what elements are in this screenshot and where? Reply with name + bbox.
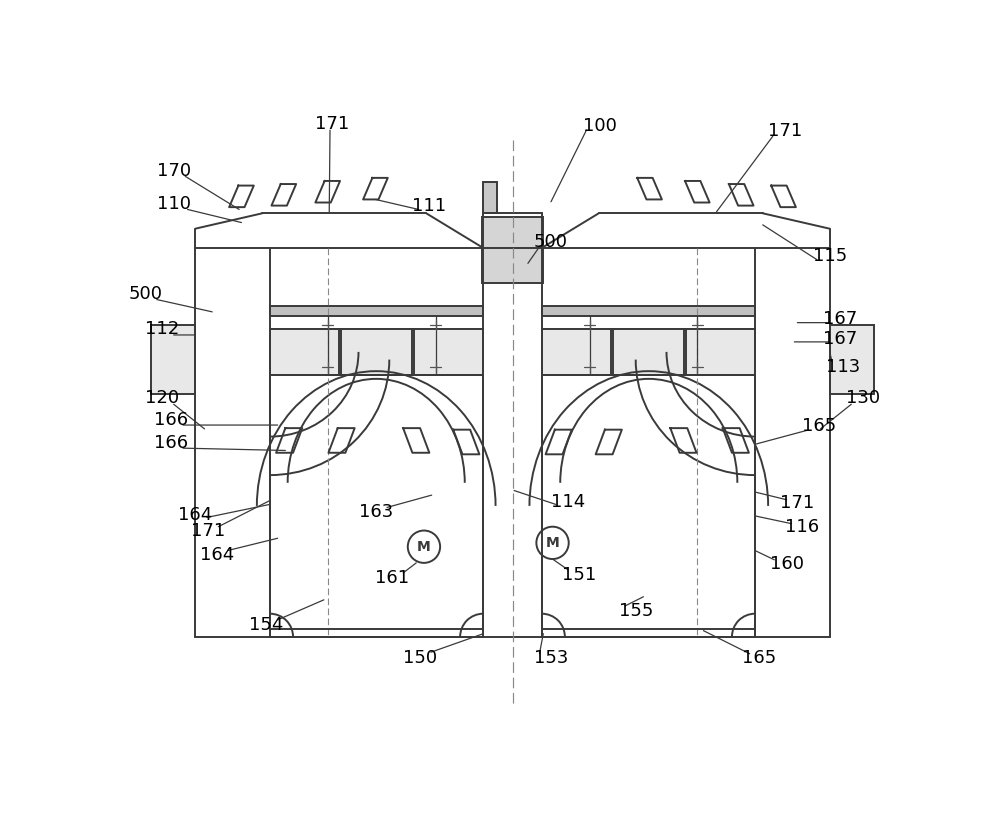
Text: 155: 155 [619, 602, 653, 620]
Bar [542, 328, 611, 375]
Text: 154: 154 [249, 616, 283, 634]
Text: 165: 165 [802, 416, 836, 435]
Bar [270, 328, 483, 375]
Bar [613, 328, 684, 375]
Text: 171: 171 [191, 522, 225, 540]
Text: 100: 100 [583, 117, 617, 134]
Text: 167: 167 [823, 310, 858, 328]
Text: 120: 120 [145, 389, 179, 408]
Text: 164: 164 [178, 506, 212, 524]
Text: 115: 115 [813, 247, 847, 265]
Bar [341, 328, 412, 375]
Bar [151, 325, 195, 394]
Bar [270, 306, 483, 315]
Bar [270, 375, 483, 637]
Text: 130: 130 [846, 389, 880, 408]
Text: 111: 111 [412, 196, 446, 214]
Text: 171: 171 [768, 122, 802, 140]
Text: 161: 161 [375, 569, 409, 587]
Text: 166: 166 [154, 411, 188, 429]
Text: 110: 110 [157, 195, 191, 213]
Text: 500: 500 [129, 285, 163, 303]
Text: 500: 500 [534, 233, 568, 251]
Text: 171: 171 [315, 115, 349, 133]
Text: 116: 116 [785, 518, 819, 536]
Text: 171: 171 [780, 494, 815, 512]
Bar [542, 375, 755, 637]
Text: 114: 114 [551, 493, 585, 511]
Text: 170: 170 [157, 162, 191, 180]
Bar [542, 328, 755, 375]
Text: 151: 151 [562, 566, 596, 584]
Bar [483, 183, 497, 214]
Text: M: M [546, 535, 559, 550]
Text: 150: 150 [403, 650, 437, 667]
Text: 112: 112 [145, 319, 179, 337]
Text: 160: 160 [770, 555, 804, 574]
Circle shape [536, 526, 569, 559]
Bar [542, 306, 755, 315]
Bar [414, 328, 483, 375]
Bar [686, 328, 755, 375]
Bar [270, 328, 339, 375]
Circle shape [408, 531, 440, 563]
Bar [482, 217, 543, 283]
Bar [830, 325, 874, 394]
Text: 163: 163 [359, 503, 393, 521]
Text: 165: 165 [742, 650, 776, 667]
Text: 153: 153 [534, 650, 568, 667]
Text: 167: 167 [823, 330, 858, 348]
Text: M: M [417, 540, 431, 553]
Text: 113: 113 [826, 359, 861, 377]
Text: 164: 164 [200, 546, 234, 564]
Text: 166: 166 [154, 434, 188, 452]
